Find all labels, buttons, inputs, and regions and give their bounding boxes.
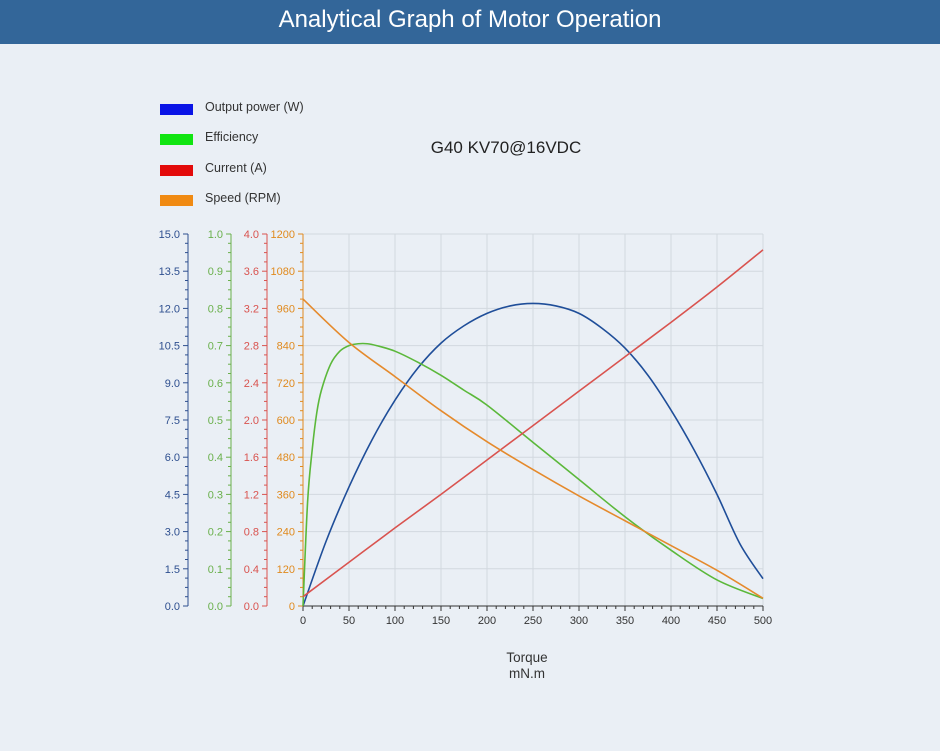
y-tick-label: 480 [277,452,295,464]
y-tick-label: 1080 [271,266,295,278]
series-line-efficiency [302,342,764,607]
y-tick-label: 0.8 [244,527,259,539]
y-tick-label: 0 [289,601,295,613]
x-tick-label: 0 [300,615,306,627]
y-tick-label: 13.5 [159,266,180,278]
y-tick-label: 9.0 [165,378,180,390]
y-tick-label: 1.5 [165,564,180,576]
y-tick-label: 15.0 [159,229,180,241]
x-tick-label: 450 [708,615,726,627]
legend-label-speed: Speed (RPM) [205,191,281,205]
y-tick-label: 240 [277,527,295,539]
x-tick-label: 400 [662,615,680,627]
y-tick-label: 0.7 [208,341,223,353]
y-tick-label: 0.9 [208,266,223,278]
y-tick-label: 360 [277,489,295,501]
page-title: Analytical Graph of Motor Operation [278,6,662,33]
y-tick-label: 7.5 [165,415,180,427]
y-tick-label: 0.4 [244,564,259,576]
y-tick-label: 0.0 [208,601,223,613]
y-tick-label: 1200 [271,229,295,241]
y-tick-label: 10.5 [159,341,180,353]
y-tick-label: 0.6 [208,378,223,390]
y-tick-label: 720 [277,378,295,390]
y-tick-label: 12.0 [159,303,180,315]
series-line-current-a [302,249,764,598]
x-axis-unit: mN.m [509,666,545,681]
y-tick-label: 0.3 [208,489,223,501]
y-tick-label: 3.2 [244,303,259,315]
y-tick-label: 6.0 [165,452,180,464]
legend-label-output-power: Output power (W) [205,100,304,114]
y-tick-label: 1.6 [244,452,259,464]
y-tick-label: 120 [277,564,295,576]
x-tick-label: 500 [754,615,772,627]
legend-swatch-efficiency [160,134,193,145]
y-tick-label: 4.0 [244,229,259,241]
x-tick-label: 150 [432,615,450,627]
page-header: Analytical Graph of Motor Operation [0,0,940,44]
legend-swatch-current [160,165,193,176]
y-tick-label: 0.4 [208,452,223,464]
x-tick-label: 300 [570,615,588,627]
x-axis-title: Torque [506,650,548,665]
y-tick-label: 0.8 [208,303,223,315]
y-tick-label: 0.0 [165,601,180,613]
y-tick-label: 4.5 [165,489,180,501]
chart-title: G40 KV70@16VDC [430,138,582,157]
y-tick-label: 1.0 [208,229,223,241]
y-tick-label: 0.2 [208,527,223,539]
y-tick-label: 2.4 [244,378,259,390]
y-tick-label: 600 [277,415,295,427]
y-tick-label: 960 [277,303,295,315]
legend-swatch-output-power [160,104,193,115]
legend-label-current: Current (A) [205,161,267,175]
x-tick-label: 100 [386,615,404,627]
x-axis-label: Torque mN.m [487,650,567,682]
y-tick-label: 3.0 [165,527,180,539]
y-tick-label: 0.0 [244,601,259,613]
y-tick-label: 1.2 [244,489,259,501]
y-tick-label: 3.6 [244,266,259,278]
y-tick-label: 0.1 [208,564,223,576]
legend-label-efficiency: Efficiency [205,130,259,144]
x-tick-label: 350 [616,615,634,627]
series-line-output-power-w [302,302,764,607]
x-tick-label: 50 [343,615,355,627]
y-tick-label: 840 [277,341,295,353]
y-tick-label: 0.5 [208,415,223,427]
y-tick-label: 2.0 [244,415,259,427]
x-tick-label: 250 [524,615,542,627]
legend-swatch-speed [160,195,193,206]
series-line-speed-rpm [302,298,764,599]
x-tick-label: 200 [478,615,496,627]
y-tick-label: 2.8 [244,341,259,353]
